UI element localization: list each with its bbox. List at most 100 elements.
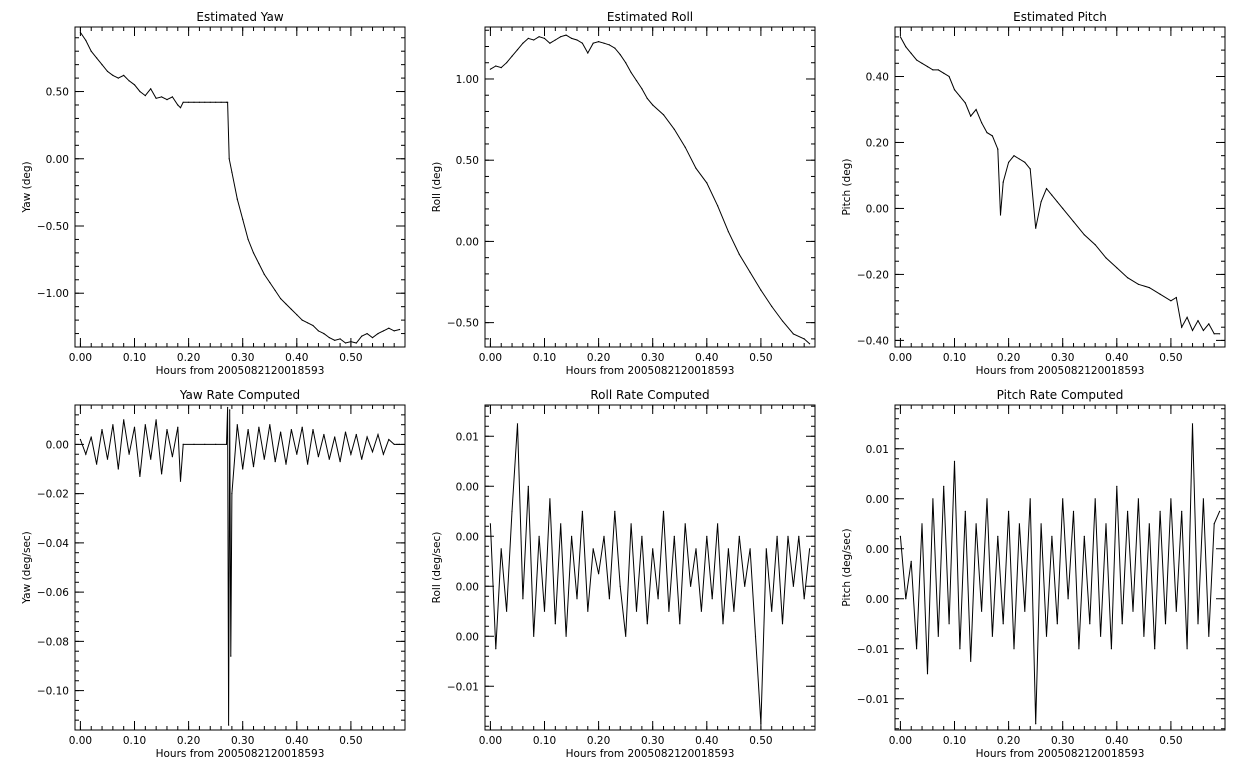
chart-panel-3: Estimated Pitch Hours from 20050821200185… (841, 10, 1226, 377)
x-tick-label: 0.10 (943, 352, 966, 364)
data-point (684, 146, 686, 148)
data-point (144, 424, 146, 426)
data-point (948, 75, 950, 78)
data-point (334, 436, 336, 438)
y-tick-label: −0.01 (447, 681, 479, 693)
data-point (361, 335, 363, 337)
y-tick-label: −0.40 (857, 335, 889, 347)
data-point (489, 68, 491, 70)
data-point (236, 198, 238, 200)
data-point (1219, 510, 1221, 512)
data-point (776, 535, 778, 537)
y-axis-label: Roll (deg) (431, 162, 443, 212)
x-tick-label: 0.50 (339, 735, 362, 747)
data-point (899, 535, 902, 537)
data-point (204, 443, 206, 445)
data-point (581, 510, 584, 512)
data-point (377, 333, 379, 335)
data-point (274, 289, 276, 292)
data-point (910, 560, 912, 562)
data-point (560, 36, 562, 38)
data-point (576, 39, 578, 41)
x-tick-label: 0.50 (1159, 735, 1182, 747)
data-point (997, 535, 999, 537)
y-axis-label: Roll (deg/sec) (431, 532, 443, 604)
data-point (527, 485, 529, 487)
data-point (155, 97, 157, 99)
x-axis-label: Hours from 20050821200185​93 (976, 748, 1145, 760)
data-point (916, 59, 918, 61)
data-point (307, 463, 309, 465)
y-tick-label: 0.00 (456, 531, 479, 543)
data-point (1083, 535, 1085, 537)
data-point (317, 456, 319, 458)
data-point (269, 424, 271, 426)
y-axis-label: Pitch (deg/sec) (841, 528, 853, 606)
data-point (106, 70, 109, 72)
data-point (171, 96, 173, 98)
data-point (1029, 498, 1031, 500)
data-point (179, 480, 182, 482)
data-point (1175, 610, 1177, 612)
chart-title: Roll Rate Computed (590, 388, 709, 402)
data-point (1083, 234, 1085, 236)
y-axis-label: Yaw (deg/sec) (21, 531, 33, 605)
data-point (727, 548, 730, 550)
data-point (399, 443, 401, 445)
data-point (182, 101, 184, 103)
y-tick-label: 0.40 (866, 71, 889, 83)
data-point (161, 473, 163, 475)
data-point (166, 99, 168, 101)
data-point (1008, 161, 1010, 163)
data-point (344, 431, 347, 433)
data-point (511, 55, 513, 57)
data-point (242, 218, 244, 220)
data-point (1197, 623, 1199, 625)
series-line (489, 423, 811, 724)
data-point (1105, 257, 1107, 259)
chart-panel-4: Yaw Rate Computed Hours from 200508212001… (21, 388, 406, 760)
data-point (101, 64, 103, 66)
data-point (905, 46, 907, 48)
x-tick-label: 0.30 (231, 352, 254, 364)
data-point (328, 458, 330, 460)
data-point (193, 101, 195, 103)
data-point (1040, 523, 1042, 525)
data-point (328, 337, 330, 339)
data-point (662, 114, 665, 116)
y-tick-label: 0.00 (866, 494, 889, 506)
x-axis-label: Hours from 20050821200185​93 (976, 365, 1145, 377)
data-point (290, 429, 292, 431)
data-point (986, 132, 988, 134)
data-point (188, 101, 190, 103)
y-tick-label: −0.01 (857, 644, 889, 656)
data-point (323, 433, 325, 436)
data-point (258, 426, 260, 428)
data-point (733, 610, 735, 612)
chart-panel-5: Roll Rate Computed Hours from 20050821200… (431, 388, 816, 760)
x-tick-label: 0.30 (641, 352, 664, 364)
y-tick-label: −0.10 (37, 686, 69, 698)
y-tick-label: −0.20 (857, 269, 889, 281)
data-point (179, 107, 182, 109)
data-point (1219, 333, 1221, 335)
data-point (975, 523, 977, 525)
data-point (393, 443, 395, 445)
data-point (943, 72, 945, 74)
data-point (79, 438, 81, 441)
data-point (997, 148, 999, 150)
data-point (220, 101, 222, 103)
data-point (123, 74, 125, 76)
data-point (1024, 610, 1026, 612)
x-tick-label: 0.50 (1159, 352, 1182, 364)
data-point (560, 523, 562, 525)
data-point (695, 548, 697, 550)
data-point (1121, 623, 1123, 625)
chart-title: Estimated Yaw (196, 10, 283, 24)
y-axis-label: Pitch (deg) (841, 159, 853, 216)
data-point (495, 648, 497, 650)
data-point (999, 214, 1002, 216)
data-point (229, 409, 231, 411)
data-point (209, 101, 211, 103)
data-point (128, 453, 130, 455)
